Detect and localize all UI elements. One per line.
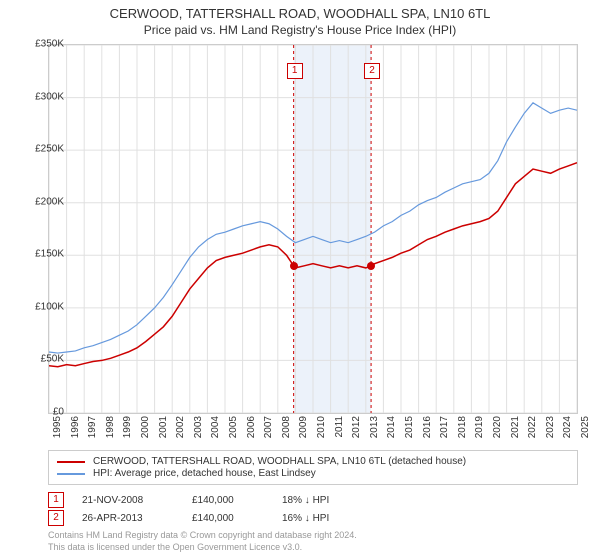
x-tick-label: 2008 [281, 416, 292, 438]
event-badge: 2 [364, 63, 380, 79]
y-tick-label: £250K [19, 144, 64, 155]
sales-table: 1 21-NOV-2008 £140,000 18% ↓ HPI 2 26-AP… [48, 490, 372, 528]
legend-label: CERWOOD, TATTERSHALL ROAD, WOODHALL SPA,… [93, 456, 466, 467]
x-tick-label: 1995 [52, 416, 63, 438]
y-tick-label: £350K [19, 39, 64, 50]
footnote-line: This data is licensed under the Open Gov… [48, 542, 357, 554]
chart-subtitle: Price paid vs. HM Land Registry's House … [0, 23, 600, 37]
x-tick-label: 2001 [158, 416, 169, 438]
sale-diff: 18% ↓ HPI [282, 495, 372, 506]
x-tick-label: 2013 [369, 416, 380, 438]
y-tick-label: £300K [19, 91, 64, 102]
legend-item: HPI: Average price, detached house, East… [57, 468, 569, 479]
x-tick-label: 2006 [246, 416, 257, 438]
sale-price: £140,000 [192, 495, 282, 506]
x-tick-label: 2023 [545, 416, 556, 438]
chart-container: CERWOOD, TATTERSHALL ROAD, WOODHALL SPA,… [0, 0, 600, 560]
x-tick-label: 2014 [386, 416, 397, 438]
sale-date: 21-NOV-2008 [82, 495, 192, 506]
plot-area: 12 [48, 44, 578, 414]
x-tick-label: 2015 [404, 416, 415, 438]
footnote-line: Contains HM Land Registry data © Crown c… [48, 530, 357, 542]
x-tick-label: 2025 [580, 416, 591, 438]
x-tick-label: 2019 [474, 416, 485, 438]
title-block: CERWOOD, TATTERSHALL ROAD, WOODHALL SPA,… [0, 0, 600, 37]
x-tick-label: 2020 [492, 416, 503, 438]
sale-marker-badge: 1 [48, 492, 64, 508]
x-tick-label: 2010 [316, 416, 327, 438]
x-tick-label: 2011 [334, 416, 345, 438]
sale-date: 26-APR-2013 [82, 513, 192, 524]
sale-marker-dot [290, 262, 298, 270]
y-tick-label: £100K [19, 301, 64, 312]
legend: CERWOOD, TATTERSHALL ROAD, WOODHALL SPA,… [48, 450, 578, 485]
sale-marker-dot [367, 262, 375, 270]
y-tick-label: £200K [19, 196, 64, 207]
x-tick-label: 2017 [439, 416, 450, 438]
x-tick-label: 2018 [457, 416, 468, 438]
x-tick-label: 2012 [351, 416, 362, 438]
x-tick-label: 2005 [228, 416, 239, 438]
legend-swatch [57, 473, 85, 475]
x-tick-label: 1997 [87, 416, 98, 438]
x-tick-label: 1998 [105, 416, 116, 438]
legend-label: HPI: Average price, detached house, East… [93, 468, 316, 479]
x-tick-label: 1999 [122, 416, 133, 438]
legend-item: CERWOOD, TATTERSHALL ROAD, WOODHALL SPA,… [57, 456, 569, 467]
x-tick-label: 2021 [510, 416, 521, 438]
x-tick-label: 2009 [298, 416, 309, 438]
x-tick-label: 2016 [422, 416, 433, 438]
sale-marker-badge: 2 [48, 510, 64, 526]
sale-price: £140,000 [192, 513, 282, 524]
sales-row: 2 26-APR-2013 £140,000 16% ↓ HPI [48, 510, 372, 526]
y-tick-label: £150K [19, 249, 64, 260]
x-tick-label: 2022 [527, 416, 538, 438]
x-tick-label: 2004 [210, 416, 221, 438]
chart-title: CERWOOD, TATTERSHALL ROAD, WOODHALL SPA,… [0, 6, 600, 21]
legend-swatch [57, 461, 85, 463]
event-badge: 1 [287, 63, 303, 79]
y-tick-label: £50K [19, 354, 64, 365]
chart-svg [49, 45, 577, 413]
footnote: Contains HM Land Registry data © Crown c… [48, 530, 357, 553]
x-tick-label: 2007 [263, 416, 274, 438]
x-tick-label: 2024 [562, 416, 573, 438]
x-tick-label: 2002 [175, 416, 186, 438]
x-tick-label: 2000 [140, 416, 151, 438]
sales-row: 1 21-NOV-2008 £140,000 18% ↓ HPI [48, 492, 372, 508]
sale-diff: 16% ↓ HPI [282, 513, 372, 524]
x-tick-label: 2003 [193, 416, 204, 438]
x-tick-label: 1996 [70, 416, 81, 438]
